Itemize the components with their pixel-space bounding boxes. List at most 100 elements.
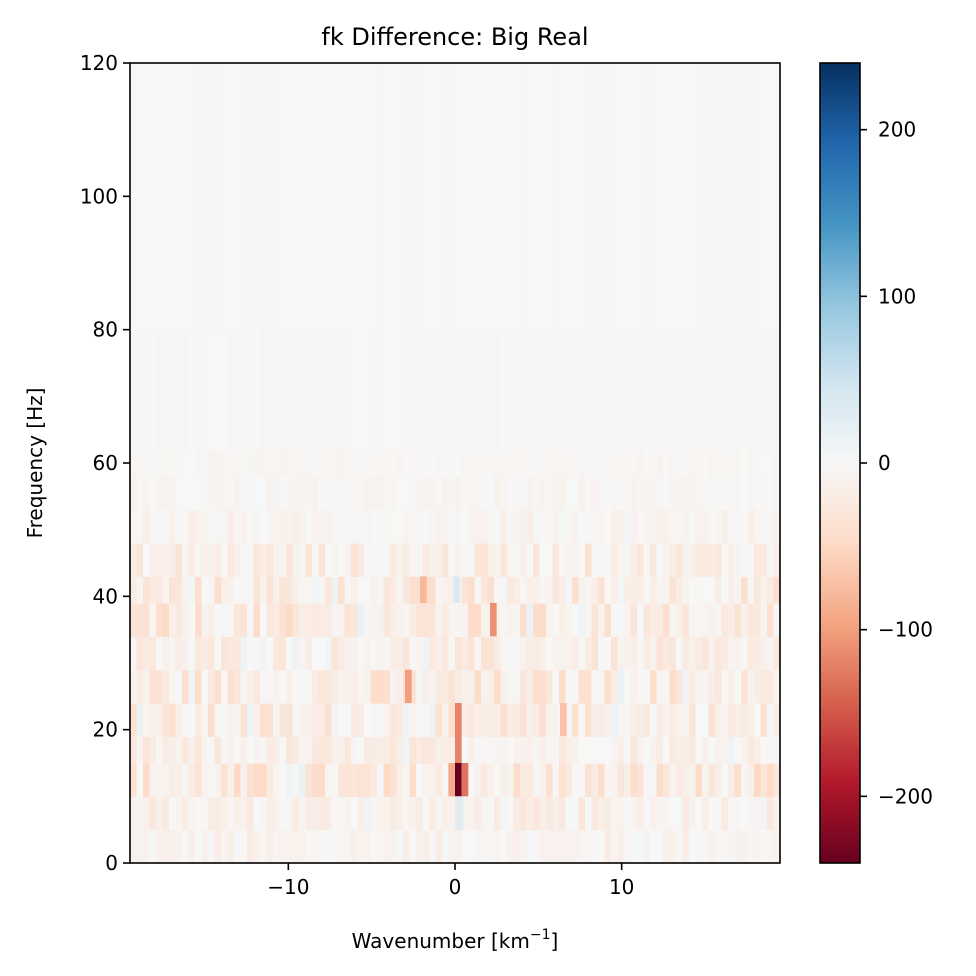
heatmap-cell bbox=[143, 796, 151, 831]
heatmap-cell bbox=[520, 509, 528, 544]
heatmap-cell bbox=[715, 603, 723, 637]
heatmap-cell bbox=[767, 476, 775, 511]
heatmap-cell bbox=[734, 669, 742, 704]
heatmap-cell bbox=[143, 736, 151, 764]
heatmap-cell bbox=[448, 669, 456, 704]
heatmap-cell bbox=[500, 329, 508, 451]
heatmap-cell bbox=[682, 703, 690, 737]
heatmap-cell bbox=[676, 829, 684, 863]
heatmap-cell bbox=[416, 329, 424, 451]
heatmap-cell bbox=[182, 63, 190, 331]
heatmap-cell bbox=[325, 703, 333, 737]
heatmap-cell bbox=[676, 763, 684, 797]
heatmap-cell bbox=[676, 449, 684, 477]
heatmap-cell bbox=[331, 509, 339, 544]
heatmap-cell bbox=[754, 763, 762, 797]
heatmap-highlight-cell bbox=[420, 576, 427, 603]
heatmap-cell bbox=[260, 829, 268, 863]
heatmap-cell bbox=[604, 603, 612, 637]
heatmap-cell bbox=[643, 543, 651, 577]
heatmap-cell bbox=[253, 736, 261, 764]
heatmap-cell bbox=[760, 703, 768, 737]
heatmap-cell bbox=[266, 796, 274, 831]
heatmap-cell bbox=[357, 603, 365, 637]
heatmap-cell bbox=[702, 763, 710, 797]
heatmap-cell bbox=[136, 669, 144, 704]
heatmap-cell bbox=[403, 509, 411, 544]
heatmap-cell bbox=[559, 796, 567, 831]
heatmap-cell bbox=[364, 829, 372, 863]
heatmap-cell bbox=[130, 63, 138, 331]
heatmap-cell bbox=[344, 636, 352, 671]
heatmap-cell bbox=[728, 509, 736, 544]
heatmap-cell bbox=[468, 576, 476, 604]
heatmap-cell bbox=[273, 829, 281, 863]
heatmap-cell bbox=[572, 636, 580, 671]
heatmap-cell bbox=[578, 736, 586, 764]
heatmap-cell bbox=[767, 603, 775, 637]
heatmap-cell bbox=[156, 703, 164, 737]
heatmap-cell bbox=[604, 736, 612, 764]
heatmap-cell bbox=[656, 329, 664, 451]
heatmap-cell bbox=[422, 543, 430, 577]
heatmap-cell bbox=[448, 736, 456, 764]
heatmap-cell bbox=[299, 476, 307, 511]
heatmap-cell bbox=[448, 449, 456, 477]
heatmap-cell bbox=[630, 576, 638, 604]
heatmap-cell bbox=[578, 829, 586, 863]
heatmap-cell bbox=[130, 576, 138, 604]
heatmap-cell bbox=[442, 703, 450, 737]
heatmap-cell bbox=[513, 703, 521, 737]
heatmap-cell bbox=[188, 576, 196, 604]
heatmap-cell bbox=[318, 576, 326, 604]
heatmap-cell bbox=[357, 669, 365, 704]
heatmap-cell bbox=[715, 763, 723, 797]
heatmap-cell bbox=[279, 329, 287, 451]
heatmap-cell bbox=[195, 636, 203, 671]
heatmap-cell bbox=[299, 449, 307, 477]
heatmap-cell bbox=[715, 669, 723, 704]
heatmap-cell bbox=[598, 476, 606, 511]
heatmap-cell bbox=[221, 449, 229, 477]
heatmap-cell bbox=[643, 576, 651, 604]
heatmap-cell bbox=[760, 736, 768, 764]
heatmap-cell bbox=[481, 603, 489, 637]
heatmap-cell bbox=[247, 329, 255, 451]
heatmap-cell bbox=[598, 796, 606, 831]
heatmap-cell bbox=[546, 543, 554, 577]
heatmap-cell bbox=[565, 449, 573, 477]
heatmap-cell bbox=[630, 636, 638, 671]
heatmap-cell bbox=[715, 636, 723, 671]
heatmap-cell bbox=[357, 736, 365, 764]
heatmap-cell bbox=[273, 543, 281, 577]
heatmap-cell bbox=[637, 509, 645, 544]
heatmap-cell bbox=[221, 763, 229, 797]
heatmap-cell bbox=[260, 63, 268, 331]
heatmap-cell bbox=[754, 449, 762, 477]
heatmap-cell bbox=[221, 829, 229, 863]
heatmap-cell bbox=[487, 736, 495, 764]
heatmap-cell bbox=[396, 703, 404, 737]
heatmap-cell bbox=[754, 703, 762, 737]
heatmap-cell bbox=[468, 509, 476, 544]
heatmap-cell bbox=[669, 476, 677, 511]
heatmap-cell bbox=[448, 703, 456, 737]
heatmap-cell bbox=[741, 636, 749, 671]
heatmap-cell bbox=[149, 703, 157, 737]
heatmap-cell bbox=[546, 329, 554, 451]
heatmap-cell bbox=[234, 736, 242, 764]
heatmap-cell bbox=[487, 796, 495, 831]
heatmap-cell bbox=[416, 796, 424, 831]
heatmap-cell bbox=[721, 796, 729, 831]
heatmap-cell bbox=[513, 603, 521, 637]
heatmap-cell bbox=[143, 476, 151, 511]
heatmap-cell bbox=[650, 669, 658, 704]
heatmap-cell bbox=[708, 509, 716, 544]
heatmap-cell bbox=[695, 763, 703, 797]
heatmap-cell bbox=[188, 329, 196, 451]
heatmap-cell bbox=[747, 669, 755, 704]
heatmap-cell bbox=[247, 543, 255, 577]
heatmap-cell bbox=[760, 636, 768, 671]
heatmap-cell bbox=[526, 736, 534, 764]
heatmap-cell bbox=[136, 603, 144, 637]
